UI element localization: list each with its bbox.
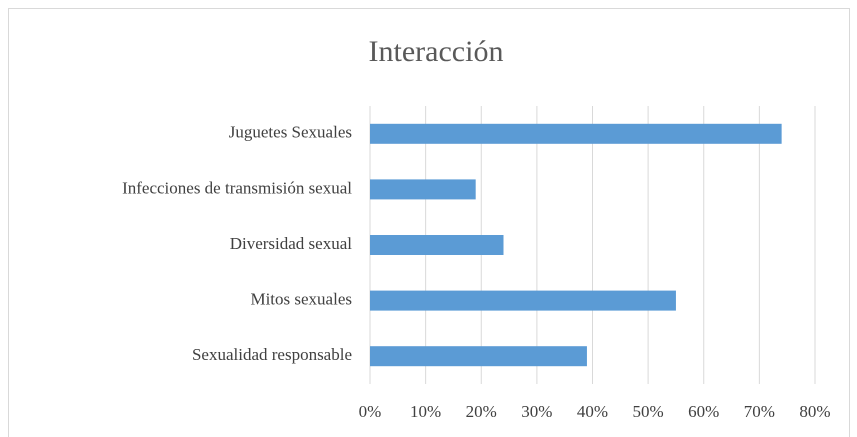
y-tick-label: Diversidad sexual [230,234,353,253]
bar [370,123,782,144]
chart-title: Interacción [369,35,504,68]
y-tick-label: Sexualidad responsable [192,345,352,364]
x-tick-label: 70% [744,402,775,421]
y-tick-label: Mitos sexuales [250,290,352,309]
bar [370,290,676,311]
x-tick-label: 20% [466,402,497,421]
x-tick-label: 40% [577,402,608,421]
x-tick-label: 30% [521,402,552,421]
x-tick-label: 60% [688,402,719,421]
y-tick-label: Juguetes Sexuales [229,123,352,142]
x-tick-label: 10% [410,402,441,421]
y-tick-label: Infecciones de transmisión sexual [122,178,352,197]
x-tick-label: 50% [633,402,664,421]
bar [370,235,504,255]
x-tick-label: 80% [799,402,830,421]
chart-frame [8,8,850,437]
bar [370,346,587,367]
bar [370,179,476,200]
x-tick-label: 0% [359,402,382,421]
